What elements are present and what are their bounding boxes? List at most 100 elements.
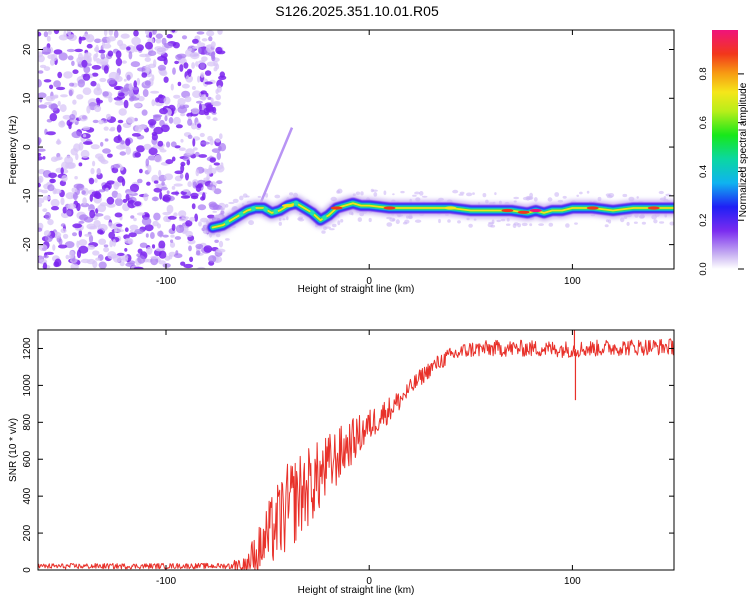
haze-blob [506, 217, 510, 222]
noise-blob [187, 181, 192, 188]
noise-blob [53, 80, 61, 88]
noise-blob [90, 167, 95, 175]
noise-blob [187, 134, 193, 139]
haze-blob [494, 192, 497, 196]
noise-blob [46, 131, 56, 136]
noise-blob [173, 183, 183, 187]
noise-blob [162, 263, 171, 268]
colorbar-tick-label: 0.0 [698, 262, 709, 275]
noise-blob [166, 34, 173, 39]
x-tick-label: 0 [366, 576, 372, 587]
ridge-knot [224, 220, 230, 226]
noise-blob [151, 196, 159, 202]
y-tick-label: 1200 [22, 337, 33, 360]
noise-blob [141, 109, 148, 116]
noise-blob [207, 135, 213, 141]
noise-blob [128, 96, 135, 102]
noise-blob [107, 78, 116, 85]
noise-blob [204, 70, 212, 76]
noise-blob [96, 168, 102, 176]
noise-blob [125, 193, 130, 201]
snr-frame [37, 329, 675, 571]
noise-blob [190, 192, 199, 198]
noise-blob [126, 46, 131, 51]
noise-blob [63, 71, 73, 79]
haze-blob [466, 192, 473, 197]
noise-blob [50, 198, 60, 207]
noise-blob [161, 181, 165, 186]
noise-blob [82, 134, 87, 138]
noise-blob [100, 53, 106, 60]
haze-blob [529, 223, 533, 227]
noise-blob [78, 36, 82, 45]
noise-blob [198, 221, 202, 227]
noise-blob [98, 189, 106, 193]
noise-blob [200, 141, 210, 145]
noise-blob [108, 231, 116, 239]
noise-blob [128, 82, 133, 91]
noise-blob [196, 31, 205, 35]
haze-blob [485, 199, 489, 204]
noise-blob [105, 187, 109, 192]
noise-blob [173, 212, 178, 217]
noise-blob [74, 48, 83, 53]
noise-blob [72, 223, 83, 229]
noise-blob [147, 30, 153, 33]
noise-blob [150, 90, 160, 94]
noise-blob [45, 95, 56, 102]
noise-blob [79, 214, 89, 221]
noise-blob [130, 61, 141, 68]
noise-blob [68, 89, 73, 97]
noise-blob [67, 34, 77, 41]
noise-blob [205, 103, 214, 112]
noise-blob [198, 103, 202, 112]
noise-blob [181, 83, 190, 89]
haze-blob [658, 190, 664, 195]
noise-blob [172, 67, 176, 75]
y-tick-label: 0 [22, 567, 33, 573]
noise-blob [103, 246, 110, 253]
noise-blob [162, 234, 169, 238]
noise-blob [158, 260, 166, 265]
noise-blob [53, 30, 60, 35]
ridge-hotspot [281, 204, 294, 208]
noise-blob [116, 193, 122, 200]
noise-blob [38, 79, 42, 88]
noise-blob [82, 73, 91, 81]
noise-blob [38, 92, 47, 99]
noise-blob [212, 106, 217, 114]
noise-blob [139, 168, 143, 174]
snr-x-label: Height of straight line (km) [298, 585, 415, 596]
noise-blob [195, 169, 200, 177]
noise-blob [137, 96, 145, 102]
noise-blob [192, 90, 202, 98]
haze-blob [257, 195, 262, 198]
noise-blob [136, 145, 145, 153]
noise-blob [93, 220, 101, 228]
noise-blob [69, 250, 75, 259]
ridge-hotspot [383, 206, 396, 210]
noise-blob [69, 82, 75, 87]
noise-blob [143, 143, 152, 150]
noise-blob [38, 152, 42, 157]
noise-blob [81, 190, 86, 195]
noise-blob [192, 138, 196, 147]
colorbar-tick-label: 0.4 [698, 165, 709, 178]
noise-blob [189, 216, 196, 222]
noise-blob [38, 70, 44, 74]
noise-blob [60, 94, 68, 98]
noise-blob [121, 257, 129, 262]
ridge-knot [273, 209, 279, 215]
noise-blob [106, 180, 116, 185]
noise-blob [152, 220, 159, 227]
haze-blob [529, 192, 533, 198]
noise-blob [195, 243, 204, 250]
noise-blob [127, 200, 137, 209]
noise-blob [119, 165, 124, 171]
noise-blob [84, 52, 92, 58]
noise-blob [199, 132, 205, 138]
noise-blob [123, 99, 129, 109]
haze-blob [574, 222, 578, 225]
